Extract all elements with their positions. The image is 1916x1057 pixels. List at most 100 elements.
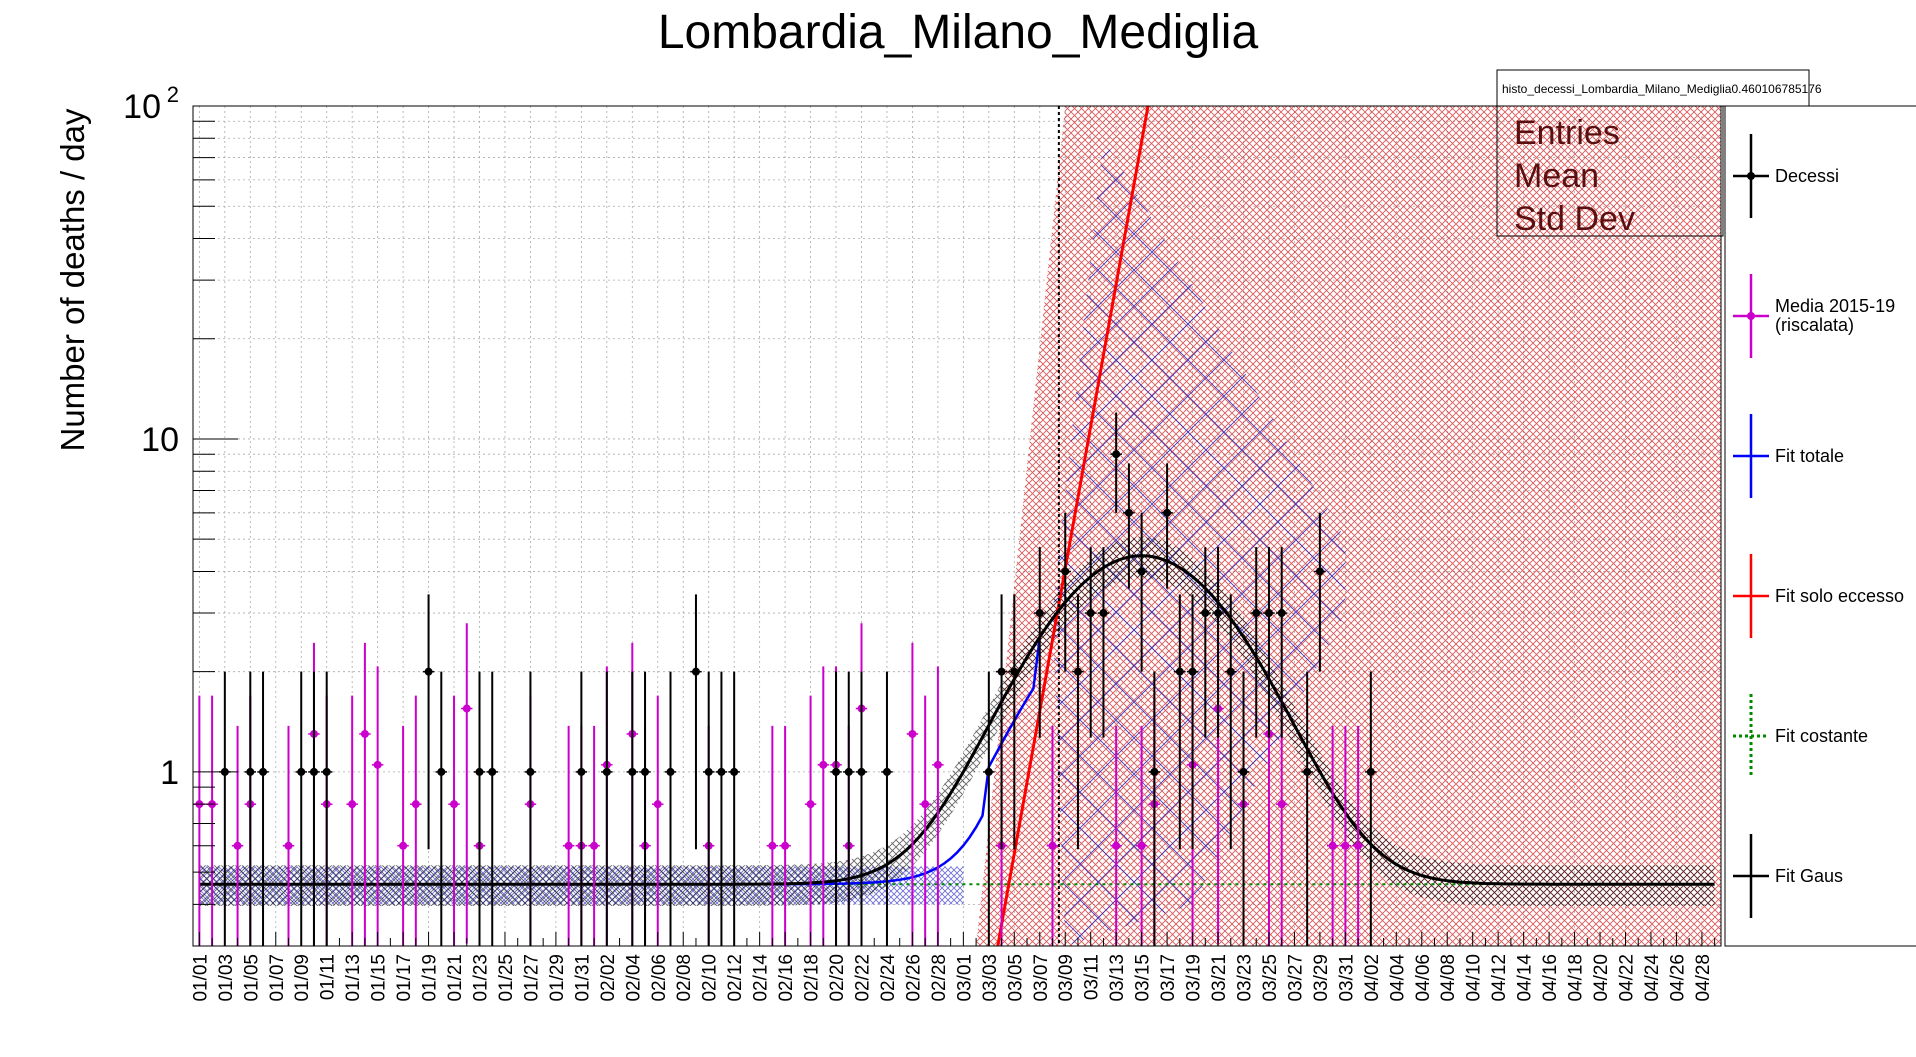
legend-entry: Fit totale xyxy=(1733,414,1844,498)
x-tick-label: 01/23 xyxy=(471,954,492,1002)
x-tick-label: 01/31 xyxy=(572,954,593,1002)
data-point xyxy=(933,760,942,769)
band-fit-totale-wide xyxy=(1052,138,1346,946)
data-point xyxy=(602,767,611,776)
y-axis xyxy=(193,120,238,947)
legend-label: Decessi xyxy=(1775,166,1839,186)
x-tick-label: 03/25 xyxy=(1260,954,1281,1002)
data-point xyxy=(348,800,357,809)
data-point xyxy=(1086,609,1095,618)
data-point xyxy=(691,667,700,676)
data-point xyxy=(1354,841,1363,850)
x-tick-label: 04/28 xyxy=(1693,954,1714,1002)
data-point xyxy=(1099,609,1108,618)
x-tick-label: 03/01 xyxy=(954,954,975,1002)
data-point xyxy=(1226,667,1235,676)
x-tick-label: 03/07 xyxy=(1031,954,1052,1002)
fit-gaus-line xyxy=(199,554,1715,886)
data-point xyxy=(857,767,866,776)
x-tick-label: 04/10 xyxy=(1464,954,1485,1002)
data-point xyxy=(653,800,662,809)
data-point xyxy=(411,800,420,809)
data-point xyxy=(730,767,739,776)
legend-entry: Fit Gaus xyxy=(1733,834,1843,918)
data-point xyxy=(450,800,459,809)
data-point xyxy=(781,841,790,850)
data-point xyxy=(882,767,891,776)
data-point xyxy=(1201,609,1210,618)
y-tick-label: 1 xyxy=(160,754,179,792)
legend-label: Fit Gaus xyxy=(1775,866,1843,886)
data-point xyxy=(997,667,1006,676)
x-tick-label: 04/22 xyxy=(1617,954,1638,1002)
x-tick-label: 03/21 xyxy=(1209,954,1230,1002)
y-tick-label: 10 xyxy=(141,421,179,459)
data-point xyxy=(590,841,599,850)
x-tick-label: 03/23 xyxy=(1235,954,1256,1002)
data-point xyxy=(284,841,293,850)
plot-content xyxy=(193,106,1721,946)
x-tick-label: 03/27 xyxy=(1285,954,1306,1002)
x-tick-label: 03/13 xyxy=(1107,954,1128,1002)
x-tick-label: 03/17 xyxy=(1158,954,1179,1002)
stats-box-row: Entries xyxy=(1514,114,1620,152)
x-tick-label: 01/29 xyxy=(547,954,568,1002)
x-tick-label: 03/31 xyxy=(1336,954,1357,1002)
legend-entry: Fit costante xyxy=(1733,694,1868,778)
x-tick-label: 02/22 xyxy=(853,954,874,1002)
data-point xyxy=(1163,508,1172,517)
data-point xyxy=(1264,609,1273,618)
x-tick-label: 04/18 xyxy=(1566,954,1587,1002)
x-tick-label: 01/11 xyxy=(318,954,339,1000)
data-point xyxy=(717,767,726,776)
data-point xyxy=(832,767,841,776)
x-tick-label: 02/08 xyxy=(674,954,695,1002)
plot-frame xyxy=(192,105,1722,947)
legend-label: Media 2015-19 xyxy=(1775,296,1895,316)
data-point xyxy=(768,841,777,850)
band-fit-gaus xyxy=(199,536,1715,906)
x-tick-label: 02/18 xyxy=(802,954,823,1002)
data-point xyxy=(1341,841,1350,850)
data-point xyxy=(806,800,815,809)
x-tick-label: 01/25 xyxy=(496,954,517,1002)
data-point xyxy=(475,767,484,776)
x-tick-label: 01/05 xyxy=(241,954,262,1002)
data-point xyxy=(1328,841,1337,850)
data-point xyxy=(819,760,828,769)
data-point xyxy=(399,841,408,850)
data-point xyxy=(1035,609,1044,618)
x-tick-label: 01/13 xyxy=(343,954,364,1002)
x-tick-label: 02/06 xyxy=(649,954,670,1002)
stats-box-header-frame xyxy=(1496,69,1810,107)
data-point xyxy=(526,767,535,776)
x-tick-label: 04/06 xyxy=(1413,954,1434,1002)
x-tick-label: 01/15 xyxy=(369,954,390,1002)
x-tick-label: 04/26 xyxy=(1667,954,1688,1002)
data-point xyxy=(309,767,318,776)
x-tick-label: 03/11 xyxy=(1082,954,1103,1000)
legend-entry: Decessi xyxy=(1733,134,1839,218)
x-tick-label: 04/16 xyxy=(1540,954,1561,1002)
legend-symbol-dot xyxy=(1747,172,1755,180)
x-tick-label: 02/10 xyxy=(700,954,721,1002)
stats-box-row: Std Dev xyxy=(1514,200,1635,238)
x-tick-label: 02/24 xyxy=(878,954,899,1002)
y-axis-label: Number of deaths / day xyxy=(54,108,91,452)
x-tick-label: 03/29 xyxy=(1311,954,1332,1002)
data-point xyxy=(1303,767,1312,776)
data-point xyxy=(437,767,446,776)
x-tick-label: 04/08 xyxy=(1438,954,1459,1002)
data-point xyxy=(1366,767,1375,776)
data-point xyxy=(1175,667,1184,676)
data-point xyxy=(259,767,268,776)
x-tick-label: 01/07 xyxy=(267,954,288,1002)
data-point xyxy=(462,704,471,713)
x-tick-label: 04/02 xyxy=(1362,954,1383,1002)
x-tick-label: 02/02 xyxy=(598,954,619,1002)
data-point xyxy=(908,729,917,738)
data-point xyxy=(1010,667,1019,676)
x-tick-label: 03/19 xyxy=(1184,954,1205,1002)
x-tick-label: 01/09 xyxy=(292,954,313,1002)
data-point xyxy=(1124,508,1133,517)
